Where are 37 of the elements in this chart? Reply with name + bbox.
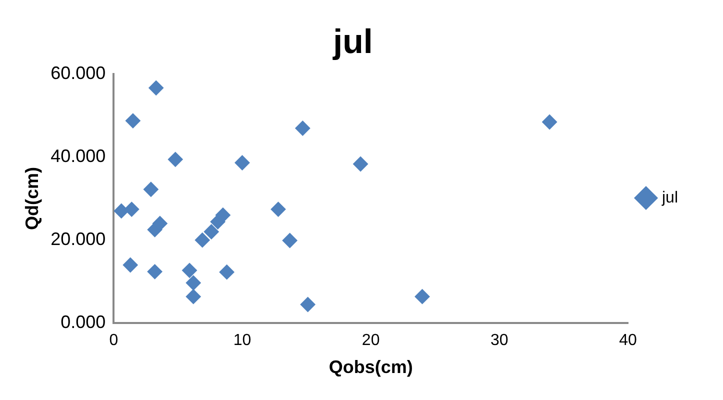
x-tick-label: 30	[490, 332, 508, 350]
x-tick-label: 40	[619, 332, 637, 350]
point	[114, 203, 129, 218]
point	[204, 224, 219, 240]
point	[152, 216, 168, 231]
point	[542, 114, 558, 130]
point	[295, 120, 310, 136]
point	[270, 202, 286, 217]
point	[186, 289, 201, 304]
point	[219, 264, 234, 280]
y-tick-label: 40.000	[50, 146, 106, 166]
point	[215, 208, 230, 223]
point	[124, 202, 140, 217]
x-tick-label: 0	[109, 332, 118, 350]
point	[234, 155, 250, 170]
point	[186, 275, 201, 290]
y-tick-label: 60.000	[50, 62, 106, 83]
point	[168, 152, 183, 167]
x-tick-label: 10	[233, 332, 252, 350]
point	[182, 262, 198, 278]
chart-title: jul	[332, 22, 373, 61]
point	[414, 289, 430, 304]
y-tick-label: 20.000	[50, 229, 106, 250]
point	[125, 113, 140, 128]
point	[147, 264, 162, 280]
x-tick-label: 20	[362, 332, 380, 350]
point	[282, 232, 298, 248]
point	[353, 156, 368, 172]
x-axis-title: Qobs(cm)	[328, 357, 413, 378]
y-tick-label: 0.000	[60, 312, 106, 332]
point	[122, 258, 138, 273]
point	[194, 232, 210, 248]
point	[143, 182, 158, 197]
point	[148, 80, 164, 96]
point	[300, 296, 316, 312]
legend-label: jul	[660, 189, 678, 206]
y-axis-title: Qd(cm)	[22, 166, 42, 230]
